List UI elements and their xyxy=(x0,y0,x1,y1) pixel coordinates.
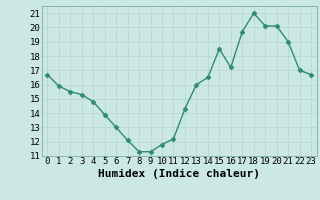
X-axis label: Humidex (Indice chaleur): Humidex (Indice chaleur) xyxy=(98,169,260,179)
